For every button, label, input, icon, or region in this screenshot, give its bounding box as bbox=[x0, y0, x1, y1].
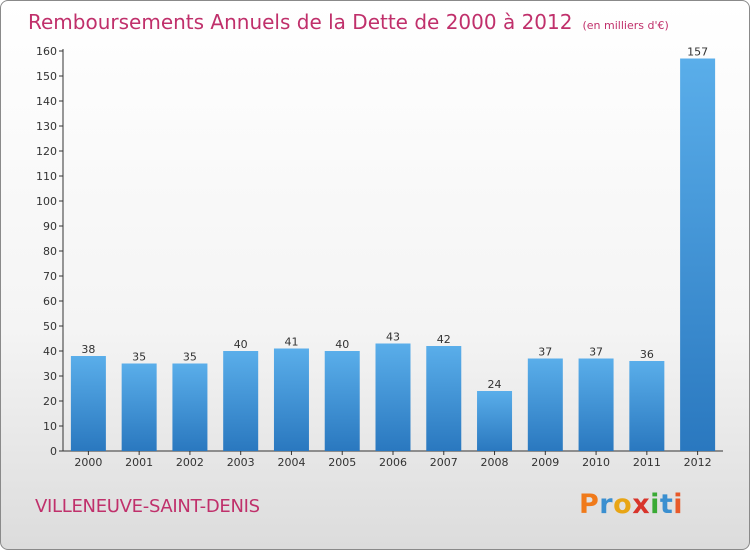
bars bbox=[70, 58, 716, 451]
x-tick-label: 2000 bbox=[74, 456, 102, 469]
commune-name: VILLENEUVE-SAINT-DENIS bbox=[35, 496, 260, 517]
x-tick-label: 2003 bbox=[227, 456, 255, 469]
x-tick-label: 2001 bbox=[125, 456, 153, 469]
data-label: 37 bbox=[538, 346, 552, 359]
data-label: 38 bbox=[81, 343, 95, 356]
x-tick-label: 2006 bbox=[379, 456, 407, 469]
y-tick-label: 140 bbox=[36, 95, 57, 108]
logo-letter: i bbox=[650, 489, 660, 520]
x-tick-label: 2010 bbox=[582, 456, 610, 469]
bar bbox=[680, 58, 716, 451]
data-label: 36 bbox=[640, 348, 654, 361]
bar bbox=[578, 358, 614, 451]
logo-letter: r bbox=[599, 489, 614, 520]
bar bbox=[121, 363, 157, 451]
logo-letter: i bbox=[673, 489, 684, 520]
logo-letter: o bbox=[613, 489, 633, 520]
y-tick-label: 110 bbox=[36, 170, 57, 183]
data-label: 157 bbox=[687, 46, 708, 59]
y-tick-label: 80 bbox=[43, 245, 57, 258]
x-tick-label: 2008 bbox=[481, 456, 509, 469]
bar bbox=[426, 346, 462, 451]
proxiti-logo[interactable]: Proxiti bbox=[579, 489, 683, 520]
data-label: 41 bbox=[284, 336, 298, 349]
data-label: 35 bbox=[132, 351, 146, 364]
y-tick-label: 20 bbox=[43, 395, 57, 408]
bar bbox=[172, 363, 208, 451]
bar bbox=[629, 361, 665, 451]
x-tick-label: 2004 bbox=[277, 456, 305, 469]
y-tick-label: 10 bbox=[43, 420, 57, 433]
x-tick-label: 2005 bbox=[328, 456, 356, 469]
data-label: 40 bbox=[335, 338, 349, 351]
y-tick-label: 50 bbox=[43, 320, 57, 333]
y-tick-label: 150 bbox=[36, 70, 57, 83]
y-tick-label: 90 bbox=[43, 220, 57, 233]
chart-unit: (en milliers d'€) bbox=[582, 19, 669, 32]
x-tick-label: 2002 bbox=[176, 456, 204, 469]
x-tick-label: 2009 bbox=[531, 456, 559, 469]
data-label: 43 bbox=[386, 331, 400, 344]
chart-title-text: Remboursements Annuels de la Dette de 20… bbox=[28, 10, 573, 34]
y-tick-label: 130 bbox=[36, 120, 57, 133]
y-tick-label: 160 bbox=[36, 45, 57, 58]
data-label: 35 bbox=[183, 351, 197, 364]
x-tick-label: 2007 bbox=[430, 456, 458, 469]
bar bbox=[273, 348, 309, 451]
bar bbox=[70, 356, 106, 451]
data-label: 24 bbox=[488, 378, 502, 391]
bar bbox=[477, 391, 513, 451]
y-tick-label: 60 bbox=[43, 295, 57, 308]
y-tick-label: 30 bbox=[43, 370, 57, 383]
data-label: 42 bbox=[437, 333, 451, 346]
y-tick-label: 0 bbox=[50, 445, 57, 458]
bar bbox=[375, 343, 411, 451]
data-label: 40 bbox=[234, 338, 248, 351]
y-tick-label: 120 bbox=[36, 145, 57, 158]
axes: 0 10 20 30 40 50 60 70 80 90 100 110 120 130 140 150 160 bbox=[36, 45, 723, 458]
bar bbox=[324, 351, 360, 451]
y-tick-label: 100 bbox=[36, 195, 57, 208]
logo-letter: t bbox=[659, 489, 674, 520]
x-tick-label: 2011 bbox=[633, 456, 661, 469]
bar bbox=[527, 358, 563, 451]
bar bbox=[223, 351, 259, 451]
logo-letter: P bbox=[579, 489, 600, 520]
logo-letter: x bbox=[632, 489, 651, 520]
chart-title: Remboursements Annuels de la Dette de 20… bbox=[28, 10, 669, 34]
y-tick-label: 40 bbox=[43, 345, 57, 358]
labels: 2000 38 2001 35 2002 35 2003 40 2004 41 2005 40 2006… bbox=[74, 46, 711, 470]
data-label: 37 bbox=[589, 346, 603, 359]
y-tick-label: 70 bbox=[43, 270, 57, 283]
x-tick-label: 2012 bbox=[684, 456, 712, 469]
